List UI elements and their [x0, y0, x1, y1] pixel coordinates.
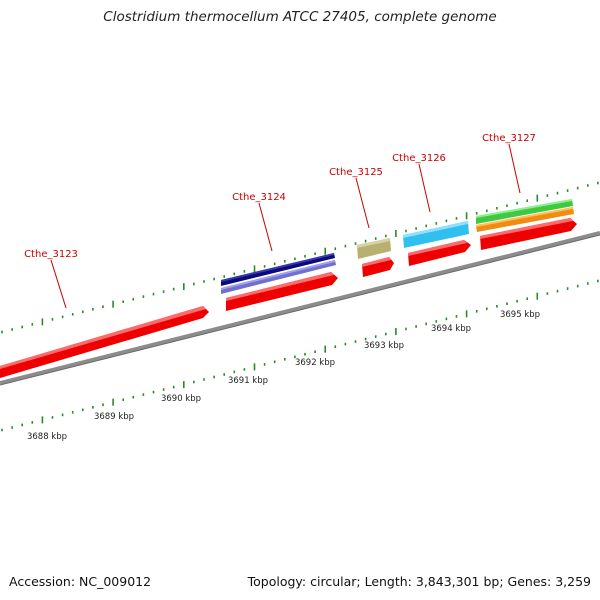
- scale-label: 3692 kbp: [295, 358, 335, 368]
- feature-bar-navy[interactable]: [221, 253, 335, 286]
- lower-tick-track: [1, 279, 599, 432]
- leader-line-cthe-3124: [258, 202, 273, 252]
- feature-bar-lime[interactable]: [476, 199, 573, 224]
- leader-line-cthe-3126: [418, 163, 431, 213]
- gene-features: [0, 199, 577, 378]
- gene-label-cthe-3123[interactable]: Cthe_3123: [24, 249, 78, 260]
- gene-arrow-cthe-3126[interactable]: [408, 240, 471, 266]
- map-title: Clostridium thermocellum ATCC 27405, com…: [103, 9, 497, 25]
- accession-label: Accession: NC_009012: [9, 574, 152, 589]
- scale-label: 3693 kbp: [364, 341, 404, 351]
- feature-bar-khaki[interactable]: [357, 238, 391, 259]
- scale-label: 3691 kbp: [228, 376, 268, 386]
- feature-bar-sky[interactable]: [403, 221, 469, 248]
- scale-label: 3689 kbp: [94, 412, 134, 422]
- gene-labels: Cthe_3123 Cthe_3124 Cthe_3125 Cthe_3126 …: [24, 133, 536, 260]
- gene-arrow-cthe-3127[interactable]: [480, 218, 577, 250]
- gene-label-cthe-3124[interactable]: Cthe_3124: [232, 192, 286, 203]
- feature-bar-orange[interactable]: [476, 207, 574, 232]
- feature-bar-lavender[interactable]: [221, 260, 336, 294]
- gene-leader-lines: [50, 143, 521, 309]
- scale-label: 3690 kbp: [161, 394, 201, 404]
- gene-label-cthe-3127[interactable]: Cthe_3127: [482, 133, 536, 144]
- scale-label: 3695 kbp: [500, 310, 540, 320]
- upper-tick-track: [1, 181, 599, 334]
- scale-labels: 3688 kbp 3689 kbp 3690 kbp 3691 kbp 3692 kbp…: [27, 310, 540, 442]
- leader-line-cthe-3123: [50, 259, 67, 309]
- scale-label: 3694 kbp: [431, 324, 471, 334]
- leader-line-cthe-3125: [355, 177, 370, 229]
- scale-label: 3688 kbp: [27, 432, 67, 442]
- gene-arrow-cthe-3125[interactable]: [362, 257, 394, 277]
- leader-line-cthe-3127: [508, 143, 521, 194]
- genome-backbone-shadow: [0, 234, 600, 386]
- genome-summary: Topology: circular; Length: 3,843,301 bp…: [247, 574, 591, 589]
- gene-arrow-cthe-3124[interactable]: [226, 272, 338, 311]
- gene-label-cthe-3126[interactable]: Cthe_3126: [392, 153, 446, 164]
- genome-backbone: [0, 231, 600, 385]
- gene-arrow-cthe-3123[interactable]: [0, 306, 209, 378]
- gene-label-cthe-3125[interactable]: Cthe_3125: [329, 167, 383, 178]
